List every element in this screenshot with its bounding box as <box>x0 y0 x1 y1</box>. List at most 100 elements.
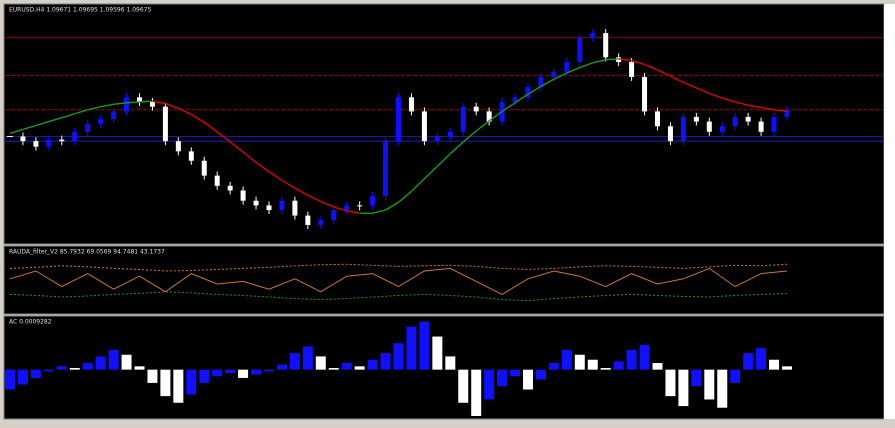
candle <box>111 111 117 120</box>
candle <box>201 160 207 176</box>
ac-bar <box>328 368 339 370</box>
candle <box>72 131 78 142</box>
moving-average <box>773 109 788 113</box>
moving-average <box>436 153 451 167</box>
moving-average <box>22 124 37 131</box>
ac-bar <box>341 363 352 370</box>
candle <box>357 205 363 207</box>
moving-average <box>501 102 516 112</box>
ac-bar <box>717 369 728 408</box>
moving-average <box>61 113 75 119</box>
candle <box>279 200 285 211</box>
ac-bar <box>82 363 93 370</box>
moving-average <box>48 116 63 123</box>
ac-bar <box>704 369 715 400</box>
candle <box>486 111 492 122</box>
moving-average <box>268 171 283 181</box>
candle <box>33 141 39 147</box>
ac-bar <box>419 321 430 370</box>
candle <box>370 196 376 206</box>
main-panel <box>3 3 885 245</box>
ac-bar <box>95 356 106 370</box>
candle <box>603 33 609 58</box>
price-scale <box>884 4 895 419</box>
oscillator-line <box>9 267 788 295</box>
moving-average <box>346 210 360 214</box>
moving-average <box>307 194 322 203</box>
candle <box>85 123 91 132</box>
ac-bar <box>626 349 637 370</box>
ac-bar <box>354 366 365 370</box>
moving-average <box>398 190 412 203</box>
moving-average <box>372 209 386 214</box>
candle <box>421 111 427 142</box>
ac-bar <box>199 369 210 383</box>
moving-average <box>139 100 153 103</box>
ac-bar <box>367 359 378 370</box>
moving-average <box>385 201 399 211</box>
ac-bar <box>691 369 702 387</box>
ac-bar <box>393 343 404 370</box>
moving-average <box>242 151 257 163</box>
candle <box>719 126 725 132</box>
candle <box>655 111 660 127</box>
moving-average <box>100 103 114 108</box>
moving-average <box>410 178 425 192</box>
moving-average <box>320 200 335 208</box>
moving-average <box>760 106 775 111</box>
moving-average <box>165 102 179 109</box>
candle <box>240 190 246 201</box>
ac-bar <box>756 348 767 370</box>
candle <box>214 175 220 186</box>
ac-bar <box>173 369 184 403</box>
candle <box>642 76 648 112</box>
moving-average <box>190 113 205 123</box>
moving-average <box>449 141 464 155</box>
candle <box>162 106 168 142</box>
candle <box>784 109 790 117</box>
candle <box>188 151 194 161</box>
ac-bar <box>613 361 624 370</box>
ac-bar <box>432 336 443 370</box>
ac-bar <box>587 359 598 370</box>
moving-average <box>631 59 645 66</box>
ac-bar <box>730 369 741 383</box>
candle <box>629 62 635 77</box>
candle <box>175 141 181 152</box>
moving-average <box>709 92 723 99</box>
moving-average <box>670 75 684 84</box>
ac-bar <box>484 369 495 400</box>
moving-average <box>203 121 218 133</box>
ac-bar <box>121 354 132 370</box>
moving-average <box>683 81 697 89</box>
ac-bar <box>769 359 780 370</box>
candle <box>473 106 479 112</box>
candle <box>292 200 298 216</box>
ac-bar <box>639 344 650 370</box>
ac-bar <box>782 366 792 370</box>
candle <box>693 116 699 122</box>
main-title: EURUSD,H4 1.09671 1.09695 1.09596 1.0967… <box>9 7 151 14</box>
upper-band <box>9 263 788 272</box>
ac-bar <box>160 369 171 397</box>
moving-average <box>722 97 736 103</box>
ac-bar <box>69 368 80 370</box>
candle <box>396 97 401 142</box>
candle <box>758 121 764 132</box>
moving-average <box>229 141 244 153</box>
moving-average <box>333 206 347 212</box>
ac-bar <box>548 363 559 370</box>
moving-average <box>514 93 529 104</box>
moving-average <box>178 107 192 116</box>
candle <box>745 116 751 122</box>
moving-average <box>488 110 503 122</box>
ac-bar <box>251 369 262 375</box>
moving-average <box>74 109 88 115</box>
ac-bar <box>238 369 249 378</box>
ac-bar <box>108 349 119 370</box>
candle <box>331 210 337 221</box>
moving-average <box>255 161 270 173</box>
moving-average <box>113 102 127 106</box>
ac-bar <box>574 354 585 370</box>
moving-average <box>579 62 593 69</box>
